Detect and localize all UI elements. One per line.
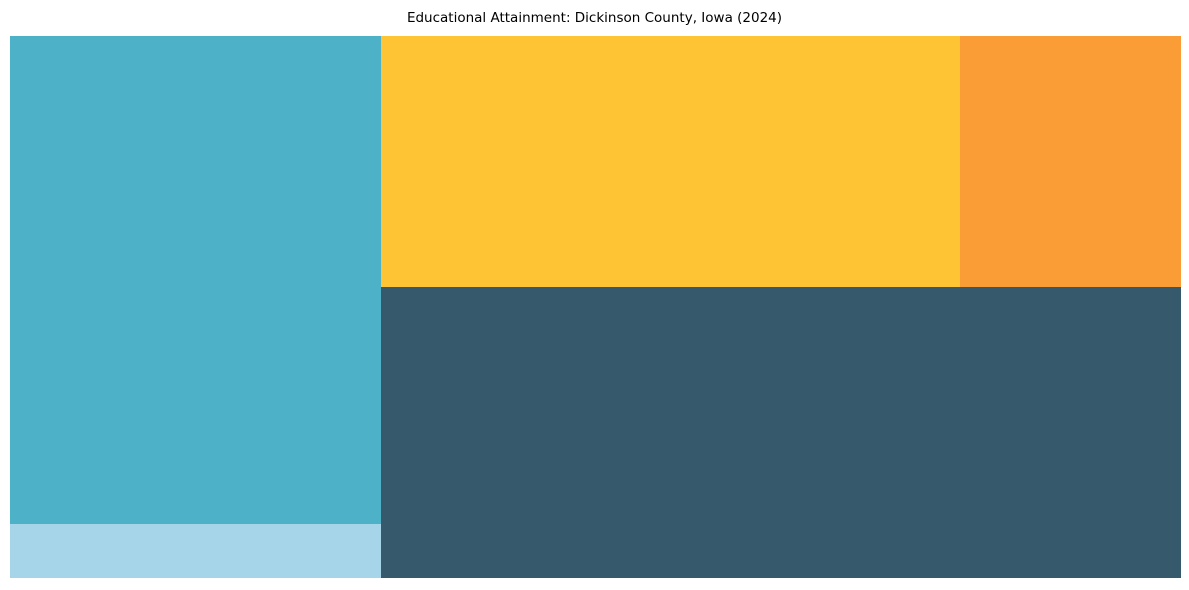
chart-title: Educational Attainment: Dickinson County… xyxy=(406,10,783,26)
treemap xyxy=(10,36,1181,578)
treemap-tile-orange xyxy=(960,36,1181,287)
treemap-tile-dark-slate xyxy=(380,287,1181,578)
treemap-tile-yellow xyxy=(380,36,961,287)
treemap-tile-light-blue xyxy=(10,524,381,578)
treemap-tile-teal xyxy=(10,36,381,525)
